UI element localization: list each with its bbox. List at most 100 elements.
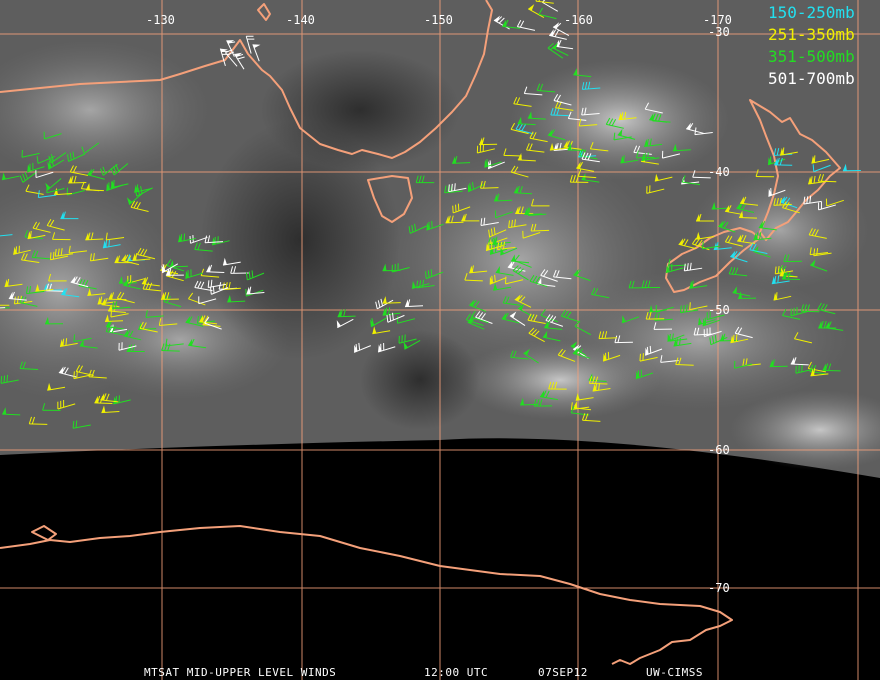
wind-barb — [403, 340, 421, 350]
wind-barb — [711, 201, 730, 210]
wind-barb — [588, 376, 608, 385]
wind-barb — [817, 302, 836, 315]
wind-barb — [59, 338, 78, 348]
wind-barb — [557, 348, 576, 362]
wind-barb — [178, 233, 196, 243]
wind-barb — [377, 342, 396, 353]
wind-barb — [130, 200, 149, 212]
lon-label-2: -140 — [286, 13, 315, 27]
wind-barb — [73, 370, 92, 380]
wind-barb — [783, 254, 802, 263]
wind-barb — [227, 294, 246, 303]
wind-barb — [719, 333, 739, 342]
wind-barb — [569, 174, 589, 183]
wind-barb — [97, 296, 116, 305]
wind-barb — [817, 174, 837, 183]
cloud-texture — [0, 40, 880, 470]
wind-barb — [572, 347, 591, 359]
wind-barb — [709, 334, 728, 346]
wind-barb — [535, 0, 554, 4]
footer-product: MTSAT MID-UPPER LEVEL WINDS — [144, 666, 336, 679]
wind-barb — [628, 280, 648, 289]
wind-barb — [667, 258, 687, 267]
wind-barb — [204, 316, 222, 330]
wind-barb — [31, 250, 51, 260]
wind-barb — [730, 334, 749, 344]
lon-label-5: -170 — [703, 13, 732, 27]
wind-barb — [398, 334, 417, 344]
footer-caption: MTSAT MID-UPPER LEVEL WINDS 12:00 UTC 07… — [144, 666, 703, 679]
wind-barb — [219, 48, 230, 66]
wind-barb — [496, 241, 516, 250]
wind-barb — [165, 338, 184, 347]
wind-barb — [245, 270, 265, 281]
wind-barb — [818, 320, 837, 329]
wind-barb — [8, 291, 27, 301]
wind-barb — [493, 282, 512, 291]
wind-barb — [507, 261, 526, 272]
wind-barb — [529, 274, 548, 288]
wind-barb — [375, 298, 394, 310]
antarctica-inlet — [31, 525, 57, 541]
wind-barb — [553, 93, 572, 106]
wind-barb — [755, 169, 775, 178]
wind-barb — [808, 228, 827, 239]
wind-barb — [644, 345, 663, 356]
wind-barb — [540, 309, 558, 323]
wind-barb — [510, 165, 529, 178]
wind-barb — [480, 180, 499, 189]
wind-barb — [165, 268, 184, 276]
wind-barb — [581, 107, 600, 116]
wind-barb — [104, 314, 124, 323]
wind-barb — [581, 81, 601, 90]
wind-barb — [808, 175, 827, 185]
wind-barb — [740, 196, 759, 206]
lat-label-5: -70 — [708, 581, 730, 595]
latitude-labels: -30 -40 -50 -60 -70 — [708, 25, 730, 595]
wind-barb — [813, 248, 832, 257]
wind-barb — [618, 111, 637, 121]
wind-barb — [4, 278, 23, 288]
wind-barb — [636, 150, 655, 159]
wind-barb — [728, 266, 748, 277]
wind-barb — [567, 143, 586, 151]
wind-barb — [544, 320, 563, 330]
wind-barb — [503, 148, 522, 157]
wind-barb — [19, 361, 39, 371]
wind-barb — [58, 366, 77, 378]
wind-barb — [469, 299, 487, 312]
wind-barb — [94, 395, 113, 405]
wind-barb — [578, 118, 598, 127]
wind-barb — [505, 276, 524, 285]
wind-barb — [49, 251, 69, 261]
wind-barb — [672, 143, 691, 152]
wind-barb — [0, 374, 19, 384]
wind-barb — [549, 29, 567, 40]
wind-barb — [530, 223, 550, 232]
wind-barb — [85, 232, 104, 241]
wind-barb — [577, 169, 597, 179]
wind-barb — [790, 357, 809, 366]
wind-barb — [106, 181, 124, 192]
wind-barb — [27, 162, 45, 173]
wind-barb — [660, 355, 679, 363]
wind-barb — [724, 204, 743, 215]
footer-source: UW-CIMSS — [646, 666, 703, 679]
wind-barb — [72, 420, 91, 429]
wind-barb — [734, 326, 753, 339]
lat-label-2: -40 — [708, 165, 730, 179]
wind-barb — [2, 407, 21, 416]
wind-barb — [493, 193, 513, 202]
wind-barb — [372, 326, 391, 335]
wind-barb — [639, 353, 658, 362]
wind-barb — [470, 310, 489, 324]
australia-coast — [0, 0, 493, 159]
wind-barb — [644, 138, 663, 147]
wind-barb — [61, 287, 80, 298]
longitude-labels: -130 -140 -150 -160 -170 — [146, 13, 732, 27]
wind-barb — [508, 219, 527, 229]
wind-barb — [66, 151, 86, 162]
wind-barb — [87, 168, 105, 180]
wind-barb — [527, 313, 546, 324]
wind-barb — [102, 239, 121, 249]
